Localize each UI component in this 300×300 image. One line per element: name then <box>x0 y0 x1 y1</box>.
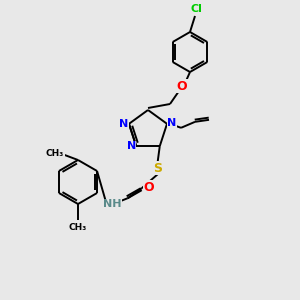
Text: O: O <box>143 181 154 194</box>
Text: CH₃: CH₃ <box>46 148 64 158</box>
Text: Cl: Cl <box>190 4 202 14</box>
Text: CH₃: CH₃ <box>69 223 87 232</box>
Text: S: S <box>153 162 162 175</box>
Text: O: O <box>177 80 187 92</box>
Text: NH: NH <box>103 199 121 209</box>
Text: N: N <box>119 119 129 129</box>
Text: N: N <box>127 141 136 151</box>
Text: N: N <box>167 118 177 128</box>
